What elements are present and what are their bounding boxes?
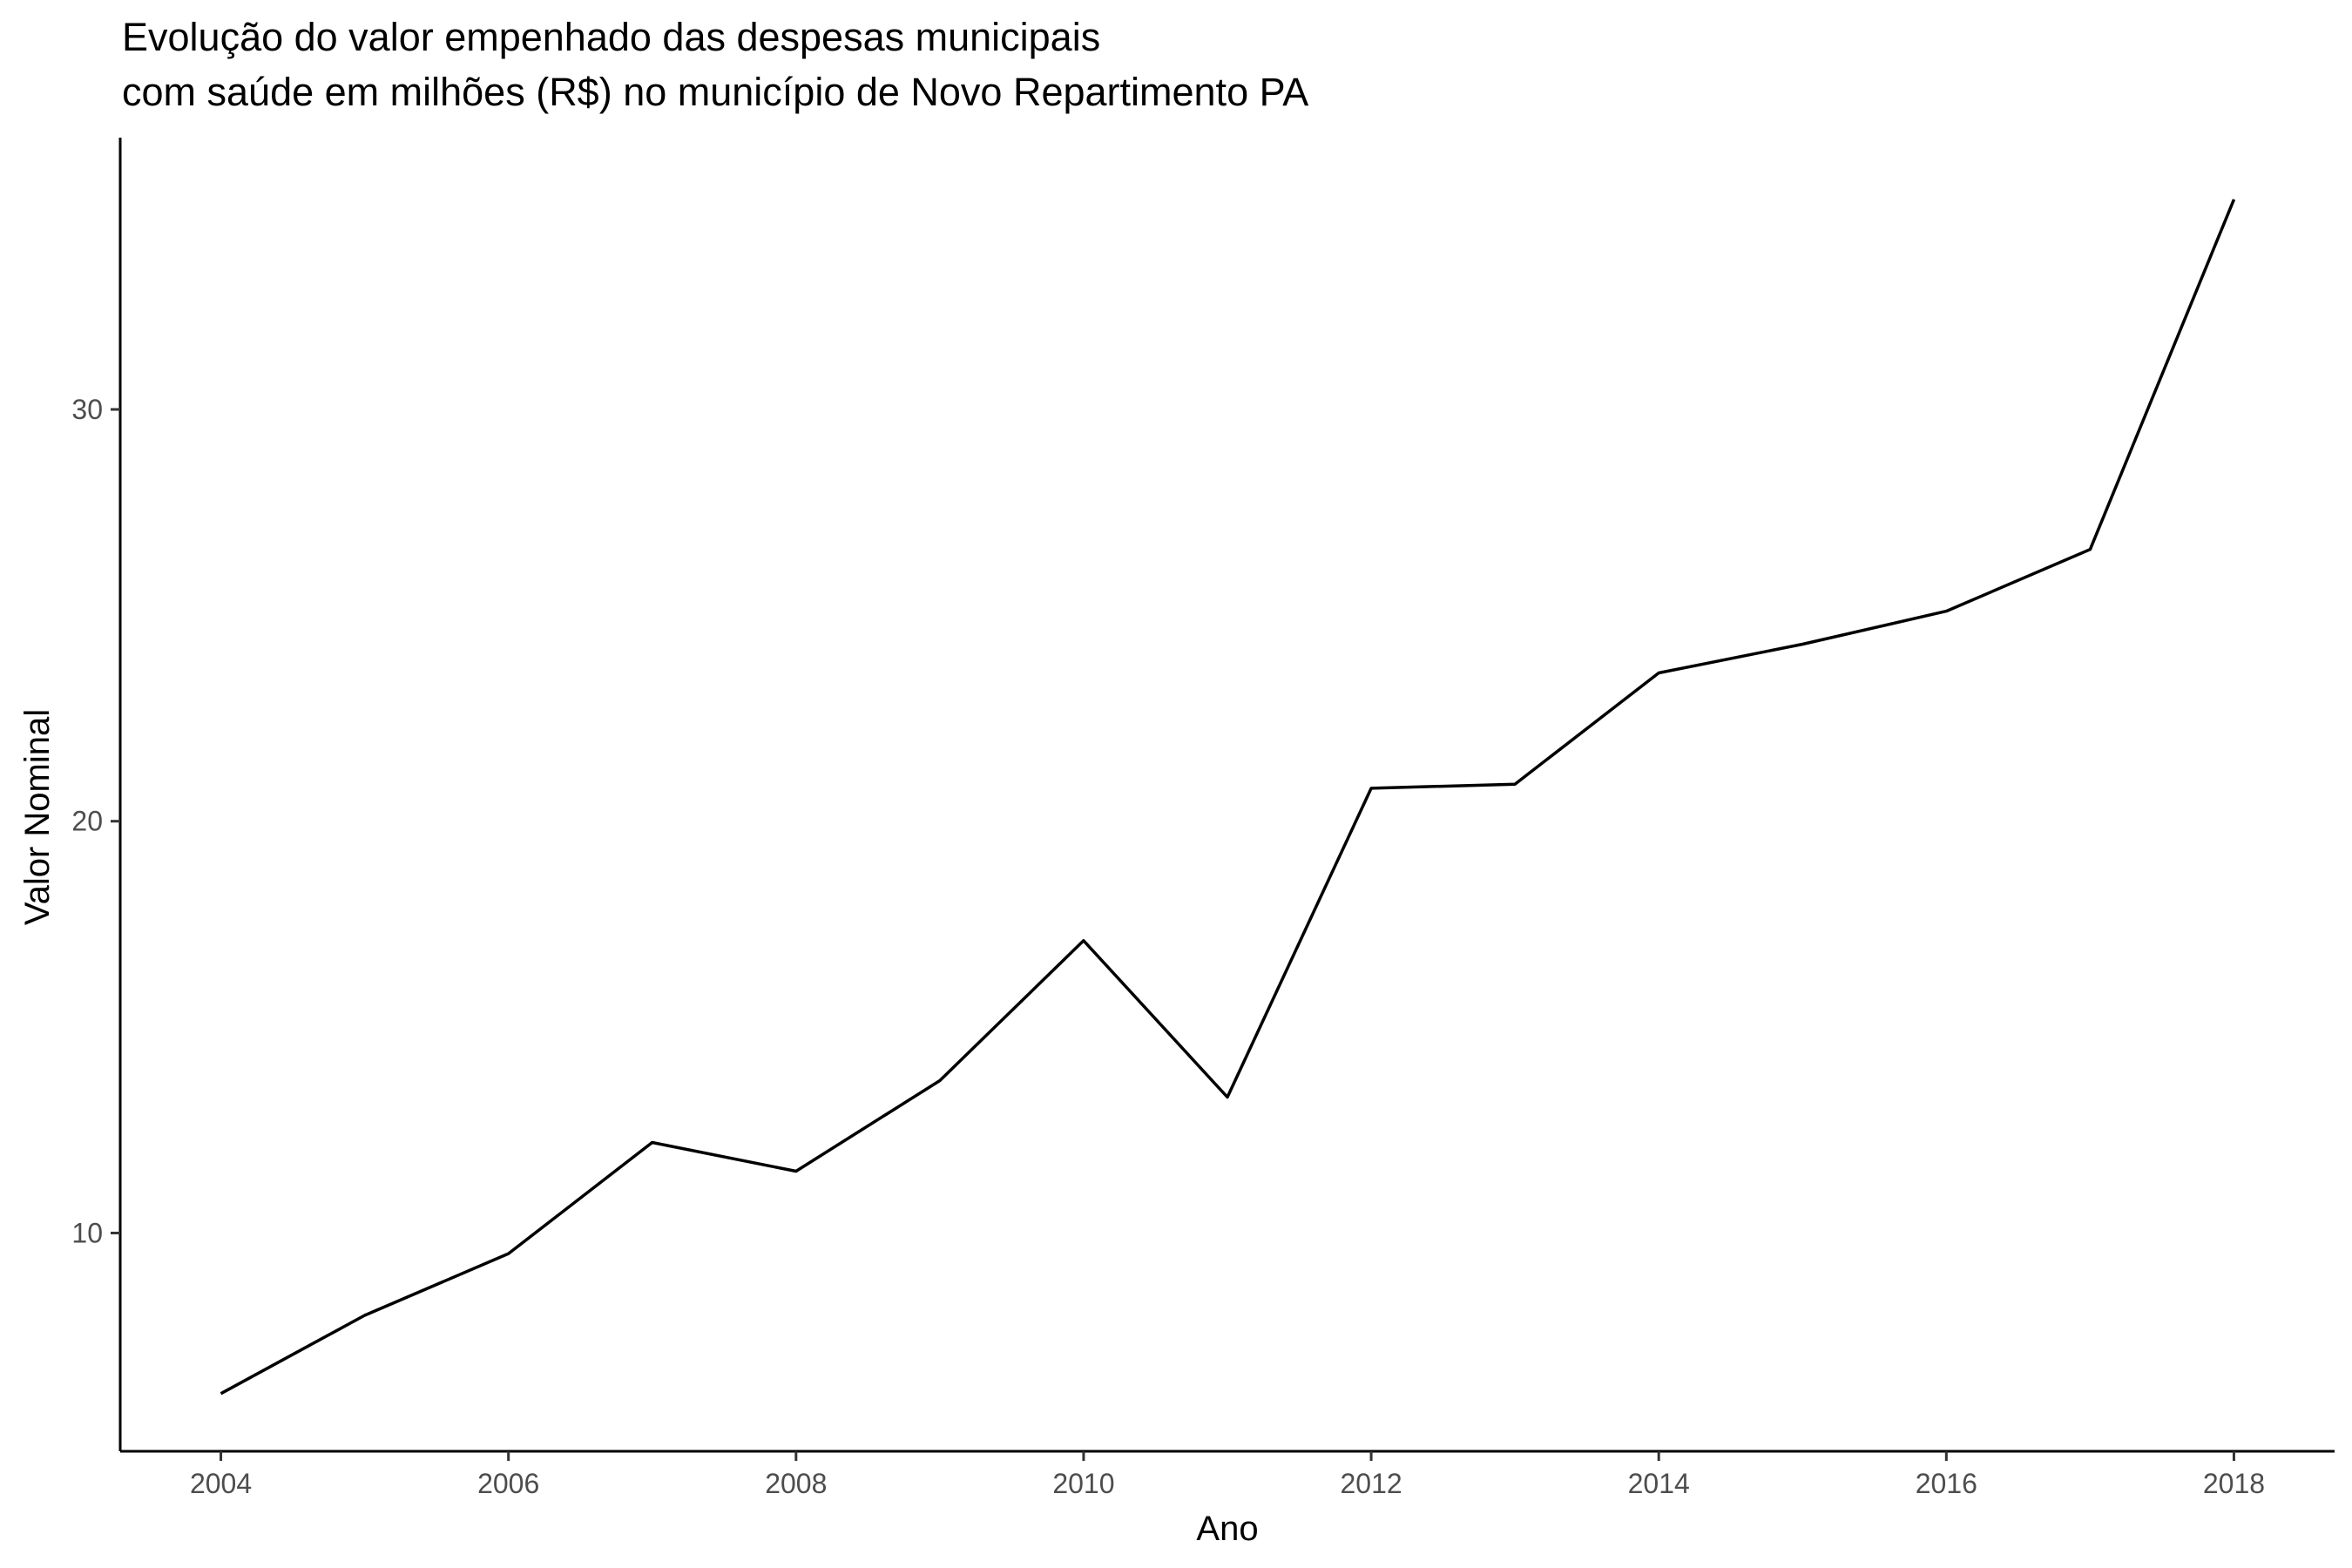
y-tick-label: 10 <box>71 1217 103 1248</box>
chart-title-line-1: Evolução do valor empenhado das despesas… <box>122 15 1100 59</box>
x-tick-label: 2006 <box>477 1468 539 1499</box>
x-tick-label: 2018 <box>2203 1468 2265 1499</box>
x-tick-label: 2016 <box>1916 1468 1977 1499</box>
y-axis-title: Valor Nominal <box>18 709 57 925</box>
x-axis-title: Ano <box>1196 1510 1258 1548</box>
data-point <box>651 1141 654 1145</box>
data-point <box>1944 610 1948 613</box>
x-tick-label: 2014 <box>1628 1468 1690 1499</box>
chart-title-line-2: com saúde em milhões (R$) no município d… <box>122 70 1308 114</box>
data-point <box>938 1079 942 1083</box>
data-point <box>794 1170 798 1173</box>
x-tick-label: 2008 <box>765 1468 827 1499</box>
axes: 2004 2006 2008 2010 2012 2014 2016 2018 10 20 30 <box>71 138 2335 1499</box>
y-tick-label: 30 <box>71 394 103 425</box>
x-tick-label: 2004 <box>190 1468 252 1499</box>
data-point <box>2088 548 2092 551</box>
data-point <box>1513 782 1517 786</box>
data-point <box>1657 672 1660 675</box>
data-point <box>507 1252 510 1255</box>
data-point <box>1226 1096 1229 1099</box>
y-tick-label: 20 <box>71 806 103 837</box>
data-point <box>1082 939 1085 943</box>
data-point <box>1801 643 1804 646</box>
data-point <box>220 1392 223 1396</box>
data-point <box>363 1314 367 1317</box>
series-line <box>220 199 2236 1396</box>
data-series <box>220 198 2236 1396</box>
data-point <box>1369 787 1373 790</box>
data-point <box>2233 198 2236 201</box>
x-tick-label: 2010 <box>1052 1468 1114 1499</box>
x-tick-label: 2012 <box>1340 1468 1402 1499</box>
